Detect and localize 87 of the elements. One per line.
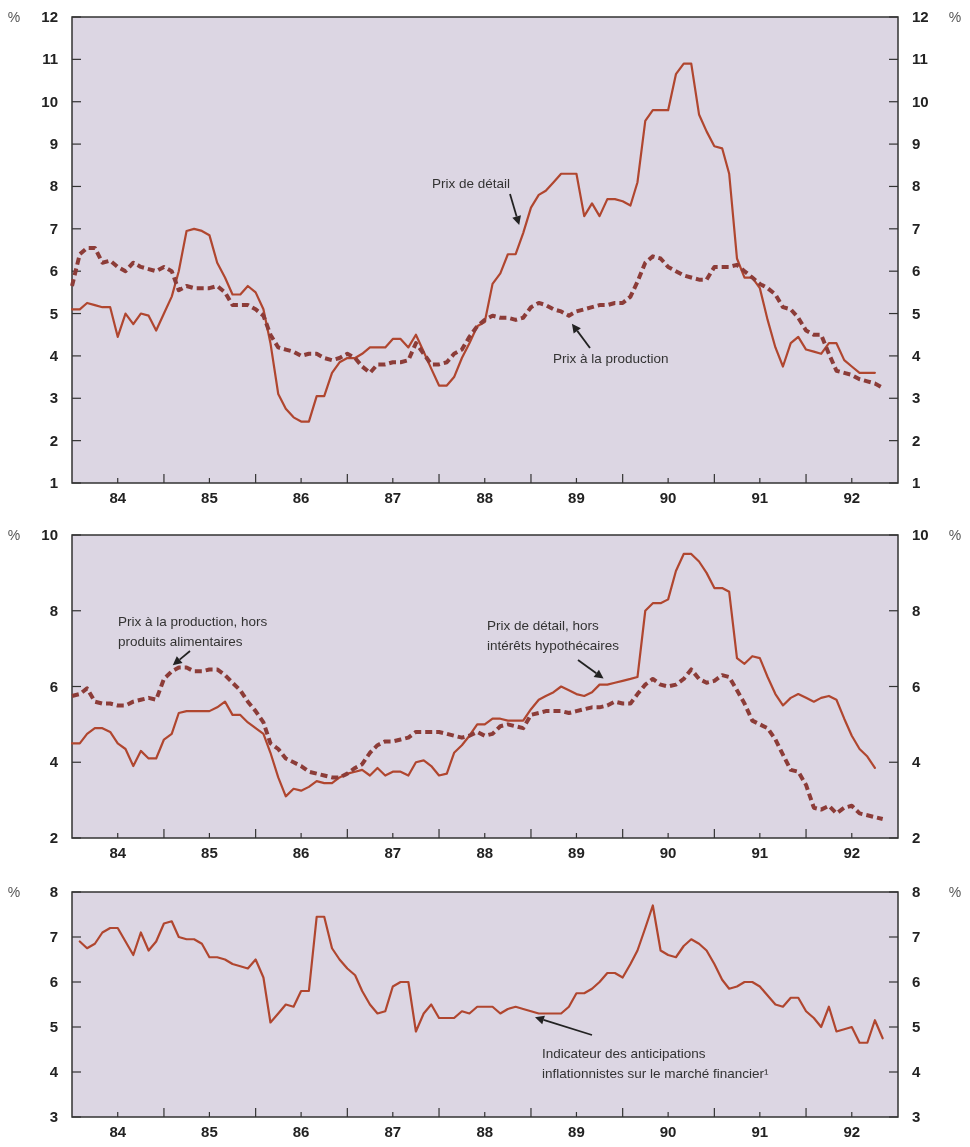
y-tick-label: 5 [49, 1018, 58, 1035]
x-tick-label: 86 [292, 489, 310, 506]
y2-tick-label: 11 [912, 50, 928, 68]
x-tick-label: 90 [659, 844, 677, 861]
y2-tick-label: 8 [912, 177, 921, 195]
y2-tick-label: 12 [912, 8, 929, 25]
y-tick-label: 6 [49, 973, 58, 990]
x-tick-label: 91 [751, 489, 769, 506]
text: Prix à la production [553, 351, 669, 366]
x-tick-label: 92 [843, 844, 861, 861]
y2-tick-label: 7 [912, 928, 921, 945]
x-tick-label: 87 [384, 844, 402, 861]
y-tick-label: 4 [49, 1063, 59, 1080]
y-tick-label: 10 [41, 526, 58, 543]
y-tick-label: 6 [49, 677, 58, 695]
y-tick-label: 8 [49, 601, 58, 619]
x-tick-label: 89 [568, 844, 585, 861]
y-axis-title: % [7, 9, 21, 25]
y2-axis-title: % [948, 9, 962, 25]
y-tick-label: 3 [49, 389, 58, 407]
x-tick-label: 90 [659, 1123, 677, 1140]
y2-tick-label: 4 [912, 753, 921, 771]
series-label: Prix de détail, hors intérêts hypothécaires [487, 618, 620, 653]
y-tick-label: 8 [49, 883, 58, 900]
x-tick-label: 91 [751, 844, 769, 861]
series-label: Prix de détail [432, 176, 511, 191]
y2-tick-label: 6 [912, 262, 921, 280]
line-series [70, 552, 876, 798]
text: Prix à la production, hors produits alimentaires [118, 614, 268, 649]
y2-tick-label: 8 [912, 601, 921, 619]
y-tick-label: 7 [49, 219, 58, 237]
y-tick-label: 2 [49, 431, 58, 449]
x-tick-label: 84 [109, 1123, 127, 1140]
y2-tick-label: 4 [912, 346, 921, 364]
x-tick-label: 92 [843, 1123, 861, 1140]
x-tick-label: 92 [843, 489, 861, 506]
line-series [70, 62, 876, 423]
y2-tick-label: 9 [912, 135, 921, 153]
x-tick-label: 85 [201, 1123, 218, 1140]
x-tick-label: 84 [109, 844, 127, 861]
x-tick-label: 87 [384, 489, 402, 506]
y2-tick-label: 8 [912, 883, 921, 900]
y-tick-label: 4 [49, 753, 59, 771]
y-tick-label: 12 [41, 8, 58, 25]
y-tick-label: 3 [49, 1108, 58, 1125]
x-tick-label: 88 [476, 844, 494, 861]
y-tick-label: 9 [49, 135, 58, 153]
y-tick-label: 7 [49, 928, 58, 945]
y-tick-label: 1 [49, 474, 58, 491]
line-series [78, 904, 884, 1044]
x-tick-label: 87 [384, 1123, 402, 1140]
y-tick-label: 5 [49, 304, 58, 322]
x-tick-label: 85 [201, 844, 218, 861]
y2-tick-label: 6 [912, 677, 921, 695]
x-tick-label: 86 [292, 1123, 310, 1140]
x-tick-label: 90 [659, 489, 677, 506]
x-tick-label: 89 [568, 489, 585, 506]
y-tick-label: 10 [41, 92, 58, 110]
y2-tick-label: 6 [912, 973, 921, 990]
y-axis-title: % [7, 527, 21, 543]
y2-tick-label: 3 [912, 1108, 921, 1125]
y2-tick-label: 4 [912, 1063, 921, 1080]
y2-tick-label: 2 [912, 431, 921, 449]
x-tick-label: 88 [476, 489, 494, 506]
x-tick-label: 84 [109, 489, 127, 506]
y2-tick-label: 5 [912, 1018, 921, 1035]
x-tick-label: 89 [568, 1123, 585, 1140]
y-tick-label: 6 [49, 262, 58, 280]
y-axis-title: % [7, 884, 21, 900]
y2-tick-label: 1 [912, 474, 921, 491]
y2-tick-label: 3 [912, 389, 921, 407]
y-tick-label: 2 [49, 829, 58, 846]
y2-tick-label: 10 [912, 526, 929, 543]
y2-axis-title: % [948, 884, 962, 900]
x-tick-label: 86 [292, 844, 310, 861]
text: Indicateur des anticipations inflationnistes sur le marché financier¹ [542, 1046, 770, 1081]
x-tick-label: 88 [476, 1123, 494, 1140]
y2-axis-title: % [948, 527, 962, 543]
y-tick-label: 8 [49, 177, 58, 195]
y-tick-label: 11 [42, 50, 58, 68]
y2-tick-label: 5 [912, 304, 921, 322]
y2-tick-label: 10 [912, 92, 929, 110]
y2-tick-label: 2 [912, 829, 921, 846]
x-tick-label: 85 [201, 489, 218, 506]
x-tick-label: 91 [751, 1123, 769, 1140]
y2-tick-label: 7 [912, 219, 921, 237]
y-tick-label: 4 [49, 346, 59, 364]
